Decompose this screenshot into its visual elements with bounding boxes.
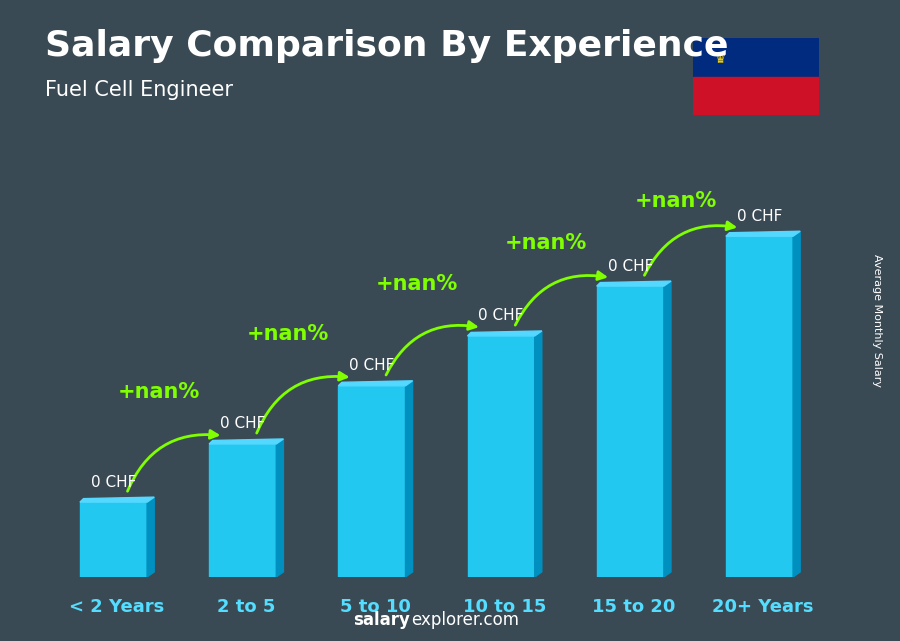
- Text: 5 to 10: 5 to 10: [340, 597, 411, 615]
- Polygon shape: [726, 231, 800, 237]
- Text: 0 CHF: 0 CHF: [91, 474, 136, 490]
- Polygon shape: [597, 281, 671, 286]
- Polygon shape: [467, 331, 542, 336]
- Text: < 2 Years: < 2 Years: [69, 597, 165, 615]
- Text: Average Monthly Salary: Average Monthly Salary: [872, 254, 883, 387]
- Bar: [693, 38, 819, 77]
- Polygon shape: [147, 497, 154, 577]
- Polygon shape: [338, 381, 412, 386]
- Text: +nan%: +nan%: [634, 191, 716, 212]
- Polygon shape: [793, 231, 800, 577]
- Text: 20+ Years: 20+ Years: [712, 597, 814, 615]
- Polygon shape: [209, 439, 284, 444]
- Polygon shape: [467, 336, 535, 577]
- Polygon shape: [597, 286, 664, 577]
- Polygon shape: [80, 502, 147, 577]
- Polygon shape: [209, 444, 276, 577]
- Text: Salary Comparison By Experience: Salary Comparison By Experience: [45, 29, 728, 63]
- Polygon shape: [664, 281, 671, 577]
- Text: 10 to 15: 10 to 15: [463, 597, 546, 615]
- Polygon shape: [535, 331, 542, 577]
- Text: +nan%: +nan%: [376, 274, 458, 294]
- Text: 0 CHF: 0 CHF: [608, 258, 653, 274]
- Text: 15 to 20: 15 to 20: [592, 597, 676, 615]
- Polygon shape: [80, 497, 154, 502]
- Polygon shape: [276, 439, 284, 577]
- Text: +nan%: +nan%: [118, 383, 200, 403]
- Text: 0 CHF: 0 CHF: [349, 358, 394, 373]
- Polygon shape: [406, 381, 412, 577]
- Text: +nan%: +nan%: [247, 324, 329, 344]
- Text: 0 CHF: 0 CHF: [479, 308, 524, 324]
- Text: Fuel Cell Engineer: Fuel Cell Engineer: [45, 80, 233, 100]
- Text: 0 CHF: 0 CHF: [737, 209, 782, 224]
- Text: salary: salary: [353, 612, 410, 629]
- Polygon shape: [726, 237, 793, 577]
- Text: explorer.com: explorer.com: [411, 612, 519, 629]
- Text: 2 to 5: 2 to 5: [217, 597, 275, 615]
- Text: 0 CHF: 0 CHF: [220, 417, 266, 431]
- Text: +nan%: +nan%: [505, 233, 588, 253]
- Polygon shape: [338, 386, 406, 577]
- Text: ♛: ♛: [716, 53, 726, 67]
- Bar: [693, 77, 819, 115]
